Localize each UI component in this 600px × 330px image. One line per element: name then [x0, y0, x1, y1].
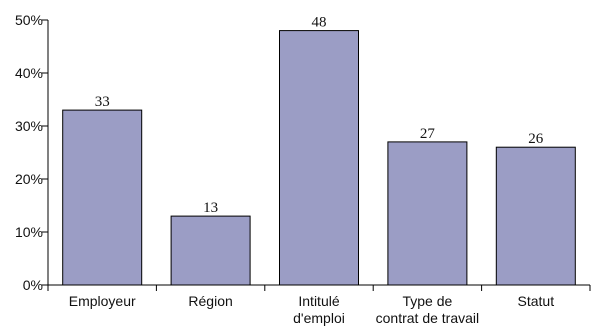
bar — [495, 146, 576, 286]
category-label: Intitulé — [298, 293, 339, 309]
y-tick-label: 30% — [15, 118, 43, 134]
data-label: 13 — [203, 200, 218, 216]
data-labels: 33 13 48 27 26 — [95, 15, 544, 217]
category-label: Type de — [402, 293, 452, 309]
y-tick-label: 50% — [15, 12, 43, 28]
x-axis — [47, 284, 591, 291]
bar — [387, 141, 468, 286]
data-label: 33 — [95, 94, 110, 110]
bars — [62, 30, 576, 286]
data-label: 48 — [312, 15, 327, 31]
data-label: 27 — [420, 126, 436, 142]
bar — [62, 109, 143, 286]
y-tick-label: 20% — [15, 171, 43, 187]
bar — [279, 30, 359, 286]
bar — [170, 215, 251, 286]
category-label: Employeur — [69, 293, 136, 309]
category-label: Statut — [518, 293, 555, 309]
category-label: Région — [188, 293, 232, 309]
y-tick-label: 10% — [15, 224, 43, 240]
y-tick-label: 0% — [23, 277, 43, 293]
category-label: d'emploi — [293, 310, 345, 326]
data-label: 26 — [528, 131, 544, 147]
category-label: contrat de travail — [376, 310, 480, 326]
y-axis: 0% 10% 20% 30% 40% 50% — [15, 12, 49, 293]
y-tick-label: 40% — [15, 65, 43, 81]
